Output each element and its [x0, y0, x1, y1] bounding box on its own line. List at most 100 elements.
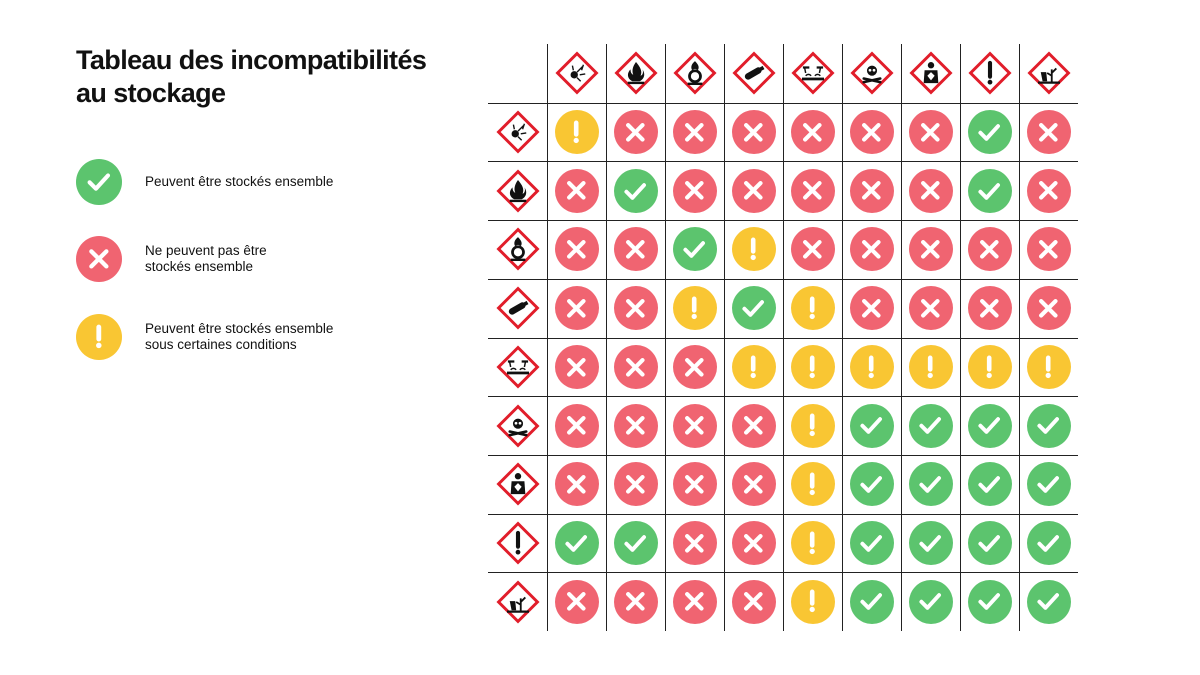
row-header-exploding-bomb-icon [488, 103, 547, 162]
matrix-cell [724, 279, 783, 338]
matrix-cell [665, 455, 724, 514]
matrix-cell [547, 572, 606, 631]
cross-icon [908, 168, 953, 213]
check-icon [967, 110, 1012, 155]
matrix-cell [960, 161, 1019, 220]
matrix-cell [665, 396, 724, 455]
matrix-cell [1019, 514, 1078, 573]
matrix-cell [665, 220, 724, 279]
matrix-cell [783, 455, 842, 514]
cross-icon [1026, 110, 1071, 155]
legend-label-line: Peuvent être stockés ensemble [145, 321, 334, 336]
matrix-cell [547, 396, 606, 455]
check-icon [967, 403, 1012, 448]
check-icon [908, 403, 953, 448]
matrix-cell [901, 220, 960, 279]
matrix-cell [1019, 455, 1078, 514]
exclamation-icon [76, 314, 122, 360]
cross-icon [849, 110, 894, 155]
cross-icon [672, 462, 717, 507]
matrix-cell [960, 220, 1019, 279]
column-header-flame-over-circle-icon [665, 44, 724, 103]
check-icon [849, 579, 894, 624]
exclamation-icon [790, 286, 835, 331]
matrix-cell [665, 338, 724, 397]
check-icon [967, 168, 1012, 213]
matrix-cell [724, 103, 783, 162]
matrix-cell [783, 396, 842, 455]
matrix-cell [960, 338, 1019, 397]
cross-icon [908, 227, 953, 272]
matrix-cell [901, 572, 960, 631]
matrix-cell [665, 161, 724, 220]
matrix-cell [724, 572, 783, 631]
matrix-cell [606, 455, 665, 514]
matrix-cell [960, 455, 1019, 514]
matrix-cell [901, 455, 960, 514]
matrix-cell [606, 220, 665, 279]
row-header-exclamation-mark-icon [488, 514, 547, 573]
check-icon [1026, 579, 1071, 624]
matrix-cell [606, 514, 665, 573]
matrix-cell [960, 396, 1019, 455]
matrix-cell [901, 103, 960, 162]
grid-horizontal-line [488, 513, 1078, 515]
matrix-cell [665, 279, 724, 338]
cross-icon [76, 236, 122, 282]
legend-label-line: Peuvent être stockés ensemble [145, 174, 334, 189]
exclamation-icon [849, 344, 894, 389]
cross-icon [908, 286, 953, 331]
row-header-flame-icon [488, 161, 547, 220]
matrix-cell [665, 514, 724, 573]
exclamation-icon [790, 520, 835, 565]
cross-icon [672, 168, 717, 213]
matrix-cell [901, 161, 960, 220]
matrix-cell [842, 396, 901, 455]
matrix-cell [960, 103, 1019, 162]
column-header-gas-cylinder-icon [724, 44, 783, 103]
matrix-cell [783, 279, 842, 338]
exclamation-icon [790, 462, 835, 507]
row-header-corrosion-icon [488, 338, 547, 397]
check-icon [967, 520, 1012, 565]
check-icon [1026, 520, 1071, 565]
matrix-cell [606, 338, 665, 397]
legend-label-no: Ne peuvent pas être stockés ensemble [145, 243, 385, 275]
exclamation-icon [731, 344, 776, 389]
matrix-cell [606, 572, 665, 631]
matrix-cell [724, 161, 783, 220]
matrix-cell [783, 514, 842, 573]
matrix-cell [547, 279, 606, 338]
matrix-cell [783, 338, 842, 397]
matrix-cell [1019, 279, 1078, 338]
cross-icon [613, 227, 658, 272]
matrix-cell [842, 161, 901, 220]
check-icon [1026, 403, 1071, 448]
exclamation-icon [731, 227, 776, 272]
matrix-cell [724, 514, 783, 573]
matrix-cell [842, 572, 901, 631]
matrix-cell [547, 103, 606, 162]
matrix-cell [606, 103, 665, 162]
legend-label-ok: Peuvent être stockés ensemble [145, 174, 385, 190]
matrix-cell [1019, 103, 1078, 162]
matrix-cell [724, 220, 783, 279]
check-icon [849, 403, 894, 448]
matrix-cell [1019, 338, 1078, 397]
legend-item-no: Ne peuvent pas être stockés ensemble [76, 236, 385, 282]
check-icon [908, 520, 953, 565]
cross-icon [613, 579, 658, 624]
cross-icon [731, 168, 776, 213]
matrix-cell [901, 396, 960, 455]
cross-icon [731, 110, 776, 155]
cross-icon [1026, 168, 1071, 213]
matrix-cell [547, 514, 606, 573]
exclamation-icon [908, 344, 953, 389]
matrix-cell [783, 161, 842, 220]
cross-icon [672, 110, 717, 155]
matrix-cell [842, 455, 901, 514]
row-header-health-hazard-icon [488, 455, 547, 514]
title-line-2: au stockage [76, 78, 226, 108]
matrix-cell [783, 103, 842, 162]
cross-icon [967, 227, 1012, 272]
